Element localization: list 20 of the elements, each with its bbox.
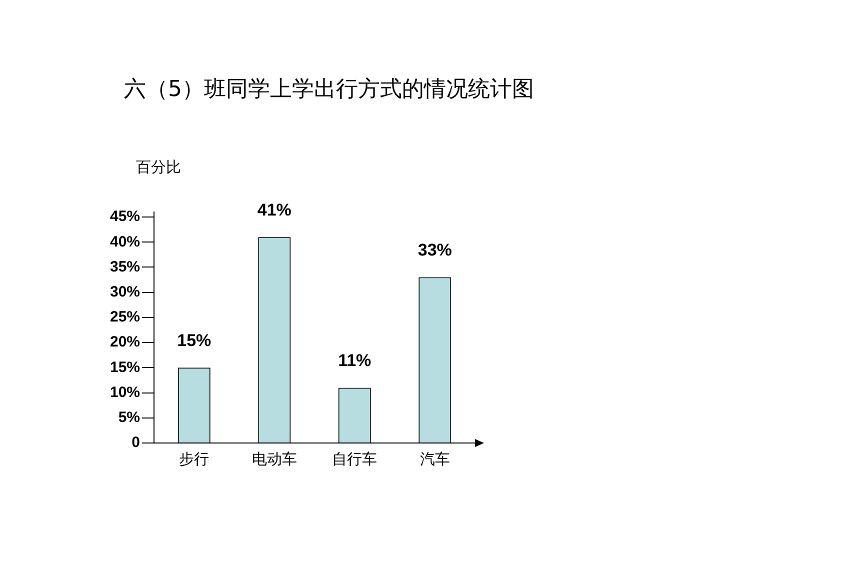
y-axis-title: 百分比: [136, 158, 181, 177]
x-tick-label: 汽车: [420, 450, 450, 468]
x-tick-label: 电动车: [252, 450, 297, 468]
y-tick-label: 20%: [110, 334, 140, 351]
x-tick-label: 自行车: [332, 450, 378, 468]
y-tick-label: 10%: [110, 384, 140, 401]
y-tick-label: 40%: [110, 233, 140, 250]
data-label: 41%: [257, 200, 292, 220]
chart-title: 六（5）班同学上学出行方式的情况统计图: [124, 76, 534, 104]
y-tick-label: 35%: [110, 258, 140, 276]
y-tick-label: 25%: [110, 308, 140, 326]
y-tick-label: 15%: [110, 358, 140, 376]
x-tick-label: 步行: [179, 450, 210, 468]
data-label: 11%: [338, 350, 372, 370]
y-tick-label: 45%: [110, 208, 140, 226]
y-tick-label: 30%: [110, 283, 140, 300]
y-tick-label: 5%: [118, 409, 140, 426]
data-label: 15%: [177, 330, 212, 350]
y-tick-label: 0: [132, 434, 140, 452]
data-label: 33%: [418, 240, 452, 260]
